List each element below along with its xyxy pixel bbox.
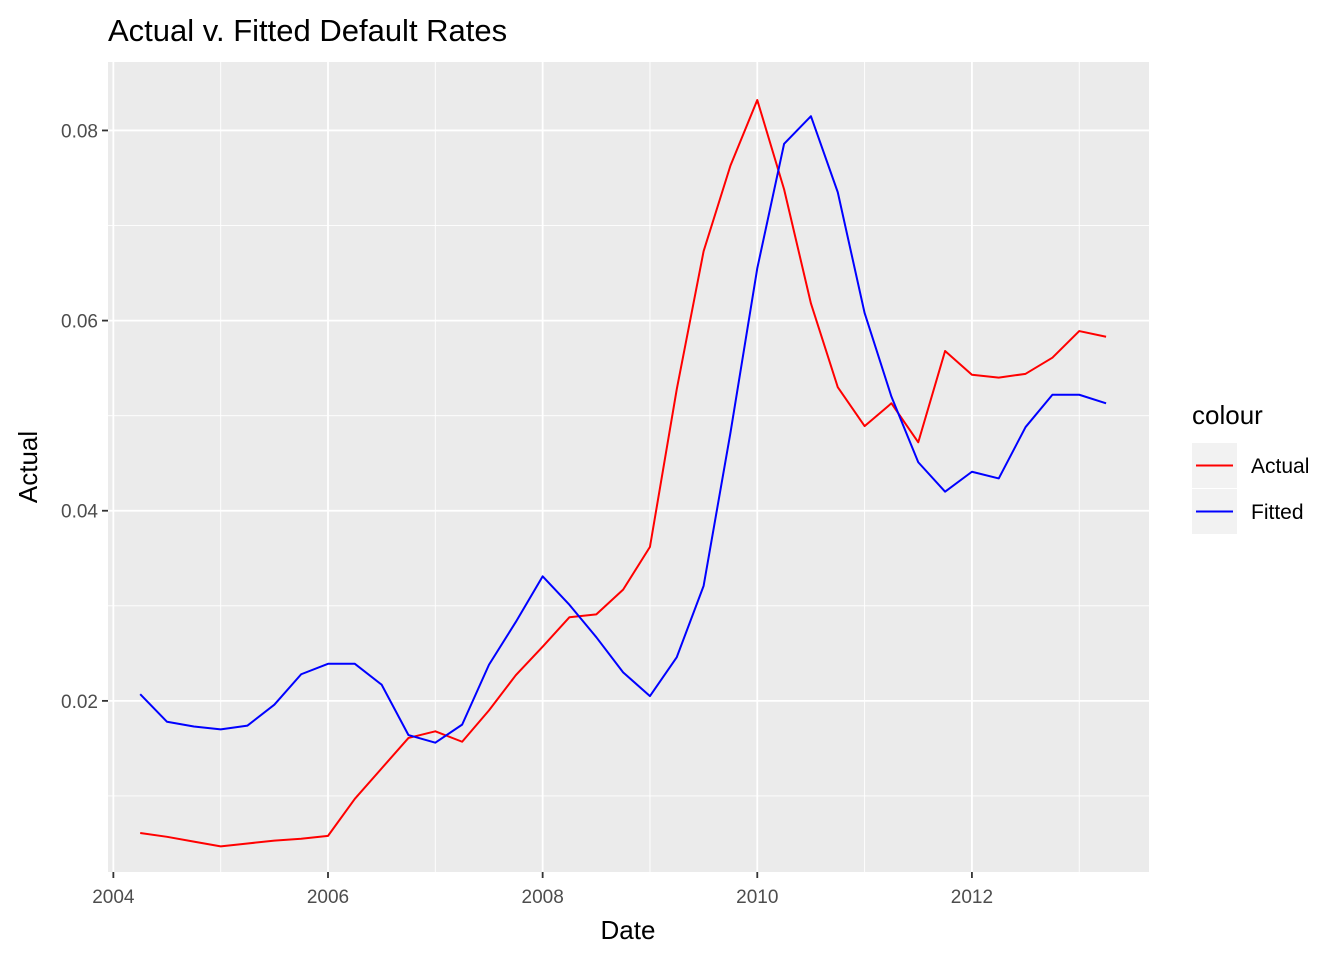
x-tick-label: 2004 [92, 887, 135, 908]
x-axis: 2004 2006 2008 2010 2012 [92, 872, 993, 908]
chart-title: Actual v. Fitted Default Rates [108, 13, 507, 48]
series-line-fitted [139, 115, 1107, 744]
major-gridlines [108, 62, 1149, 872]
x-tick-label: 2008 [522, 887, 564, 908]
plot-panel [108, 62, 1149, 872]
y-tick-label: 0.02 [61, 692, 98, 713]
x-tick-label: 2006 [307, 887, 349, 908]
y-tick-label: 0.04 [61, 502, 98, 523]
y-axis: 0.02 0.04 0.06 0.08 [61, 121, 108, 713]
y-tick-label: 0.08 [61, 121, 98, 142]
series-lines [139, 99, 1107, 848]
x-tick-label: 2010 [736, 887, 778, 908]
x-axis-title: Date [601, 915, 656, 945]
minor-gridlines [108, 62, 1149, 872]
legend-label-actual: Actual [1251, 455, 1309, 478]
legend-label-fitted: Fitted [1251, 501, 1304, 524]
legend: colour Actual Fitted [1192, 400, 1309, 534]
y-axis-title: Actual [13, 431, 43, 503]
series-line-actual [140, 99, 1107, 848]
y-tick-label: 0.06 [61, 312, 98, 333]
x-tick-label: 2012 [951, 887, 993, 908]
legend-title: colour [1192, 400, 1263, 430]
